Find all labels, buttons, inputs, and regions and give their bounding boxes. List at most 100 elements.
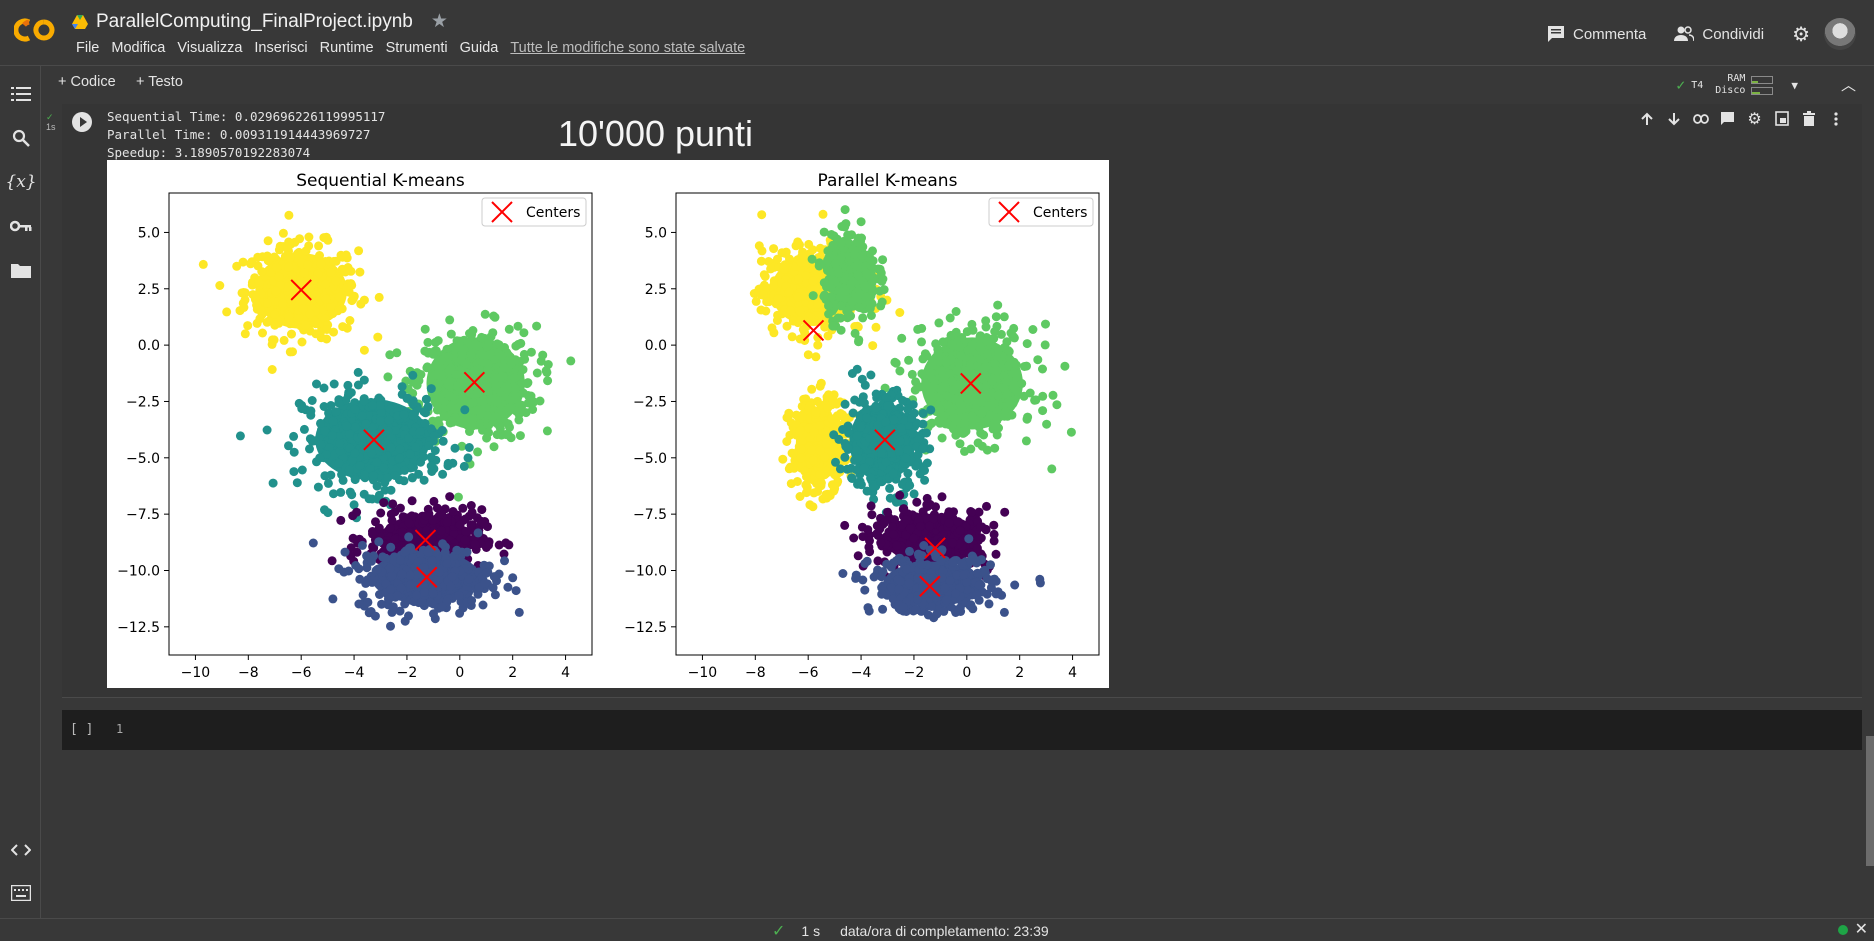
collapse-up-icon[interactable]: ︿ — [1841, 74, 1856, 95]
data-point — [462, 527, 471, 536]
data-point — [828, 322, 837, 331]
data-point — [458, 504, 467, 513]
data-point — [434, 336, 443, 345]
data-point — [877, 277, 886, 286]
data-point — [768, 323, 777, 332]
add-text-button[interactable]: + Testo — [136, 74, 183, 90]
variables-icon[interactable]: {x} — [9, 170, 33, 194]
star-icon[interactable]: ★ — [431, 10, 448, 33]
toc-icon[interactable] — [9, 82, 33, 106]
settings-button[interactable]: ⚙ — [1792, 22, 1810, 47]
data-point — [481, 310, 490, 319]
data-point — [946, 314, 955, 323]
data-point — [455, 591, 464, 600]
menu-modifica[interactable]: Modifica — [105, 40, 171, 56]
data-point — [890, 415, 899, 424]
resources-indicator[interactable]: ✓ T4 RAM Disco ▼ — [1676, 73, 1798, 97]
run-cell-button[interactable] — [72, 112, 92, 132]
menu-guida[interactable]: Guida — [454, 40, 505, 56]
data-point — [977, 409, 986, 418]
menu-inserisci[interactable]: Inserisci — [248, 40, 313, 56]
data-point — [401, 617, 410, 626]
data-point — [867, 510, 876, 519]
data-point — [263, 299, 272, 308]
menu-runtime[interactable]: Runtime — [314, 40, 380, 56]
data-point — [491, 313, 500, 322]
key-icon[interactable] — [9, 214, 33, 238]
data-point — [926, 405, 935, 414]
avatar[interactable] — [1824, 18, 1856, 50]
comment-button[interactable]: Commenta — [1547, 25, 1646, 43]
link-icon[interactable] — [1690, 108, 1711, 129]
data-point — [437, 603, 446, 612]
folder-icon[interactable] — [9, 258, 33, 282]
share-button[interactable]: Condividi — [1674, 26, 1764, 43]
data-point — [490, 572, 499, 581]
data-point — [408, 399, 417, 408]
delete-icon[interactable] — [1798, 108, 1819, 129]
data-point — [918, 354, 927, 363]
data-point — [843, 443, 852, 452]
x-tick-label: −10 — [181, 665, 211, 681]
data-point — [1023, 339, 1032, 348]
data-point — [946, 407, 955, 416]
data-point — [926, 368, 935, 377]
y-tick-label: −2.5 — [126, 394, 160, 410]
colab-logo[interactable] — [14, 16, 58, 44]
data-point — [538, 351, 547, 360]
data-point — [937, 366, 946, 375]
menu-strumenti[interactable]: Strumenti — [380, 40, 454, 56]
data-point — [440, 412, 449, 421]
data-point — [981, 316, 990, 325]
data-point — [793, 477, 802, 486]
data-point — [451, 344, 460, 353]
data-point — [512, 586, 521, 595]
data-point — [346, 488, 355, 497]
terminal-icon[interactable] — [9, 881, 33, 905]
mirror-cell-icon[interactable] — [1771, 108, 1792, 129]
data-point — [990, 327, 999, 336]
data-point — [314, 483, 323, 492]
data-point — [532, 322, 541, 331]
code-snippets-icon[interactable] — [9, 838, 33, 862]
data-point — [478, 350, 487, 359]
data-point — [359, 590, 368, 599]
data-point — [817, 379, 826, 388]
data-point — [433, 406, 442, 415]
data-point — [335, 439, 344, 448]
data-point — [916, 522, 925, 531]
cell-settings-icon[interactable]: ⚙ — [1744, 108, 1765, 129]
data-point — [808, 255, 817, 264]
data-point — [873, 421, 882, 430]
saved-status-link[interactable]: Tutte le modifiche sono state salvate — [504, 40, 751, 56]
data-point — [956, 526, 965, 535]
data-point — [979, 431, 988, 440]
search-icon[interactable] — [9, 126, 33, 150]
data-point — [819, 210, 828, 219]
data-point — [339, 476, 348, 485]
data-point — [954, 517, 963, 526]
data-point — [992, 416, 1001, 425]
data-point — [463, 548, 472, 557]
data-point — [505, 325, 514, 334]
comment-cell-icon[interactable] — [1717, 108, 1738, 129]
move-up-icon[interactable] — [1636, 108, 1657, 129]
more-vert-icon[interactable] — [1825, 108, 1846, 129]
data-point — [500, 363, 509, 372]
data-point — [857, 217, 866, 226]
chevron-down-icon[interactable]: ▼ — [1791, 79, 1798, 92]
notebook-filename[interactable]: ParallelComputing_FinalProject.ipynb — [96, 11, 413, 33]
menu-file[interactable]: File — [70, 40, 105, 56]
data-point — [529, 397, 538, 406]
data-point — [373, 565, 382, 574]
data-point — [1042, 420, 1051, 429]
data-point — [983, 349, 992, 358]
add-code-button[interactable]: + Codice — [58, 74, 116, 90]
data-point — [872, 323, 881, 332]
data-point — [496, 373, 505, 382]
data-point — [967, 320, 976, 329]
data-point — [468, 422, 477, 431]
menu-visualizza[interactable]: Visualizza — [171, 40, 248, 56]
move-down-icon[interactable] — [1663, 108, 1684, 129]
data-point — [360, 397, 369, 406]
